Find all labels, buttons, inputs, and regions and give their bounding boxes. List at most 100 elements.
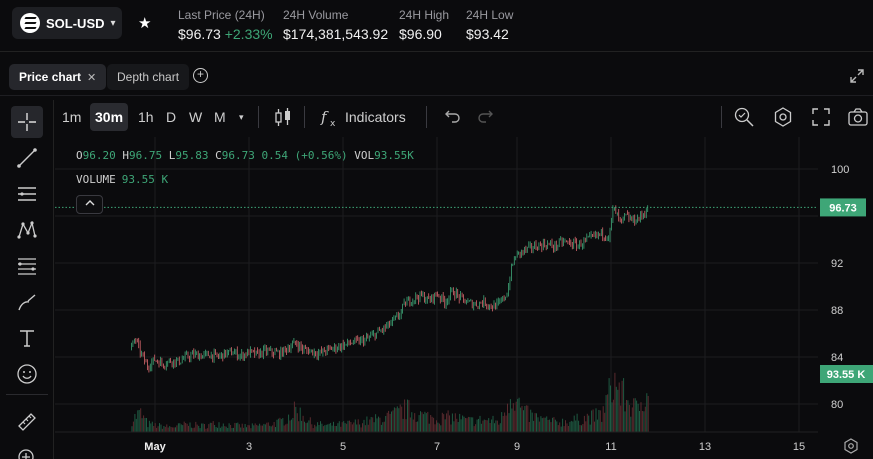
text-tool-icon[interactable] [11, 322, 43, 354]
volume-bar [544, 417, 546, 432]
volume-bar [328, 423, 330, 432]
volume-bar [146, 418, 147, 432]
volume-bar [462, 415, 464, 432]
volume-bar [189, 422, 191, 432]
volume-bar [170, 427, 172, 432]
volume-bar [241, 423, 243, 432]
pattern-tool-icon[interactable] [11, 214, 43, 246]
volume-bar [186, 423, 188, 432]
interval-1m[interactable]: 1m [62, 109, 82, 125]
volume-bar [488, 418, 490, 432]
volume-bar [583, 415, 585, 432]
low-label: L [168, 149, 176, 162]
volume-bar [465, 418, 466, 432]
add-tab-icon[interactable]: + [193, 68, 208, 83]
collapse-legend-button[interactable] [76, 195, 103, 214]
tab-price-chart[interactable]: Price chart ✕ [9, 64, 107, 90]
redo-icon[interactable] [476, 106, 498, 128]
camera-icon[interactable] [847, 106, 869, 128]
volume-bar [293, 401, 295, 432]
stat-label: 24H Low [466, 8, 514, 22]
toolbar-divider [258, 106, 259, 128]
volume-legend: VOLUME 93.55 K [76, 173, 168, 186]
volume-bar [598, 410, 600, 432]
time-tick-label: 5 [340, 441, 346, 453]
volume-bar [433, 417, 435, 432]
trendline-tool-icon[interactable] [11, 142, 43, 174]
volume-bar [188, 425, 189, 432]
volume-bar [205, 428, 207, 432]
price-tick-label: 88 [831, 305, 843, 317]
last-price-stat: Last Price (24H) $96.73 +2.33% [178, 8, 273, 42]
pair-selector[interactable]: SOL-USD ▾ [12, 7, 122, 39]
volume-bar [491, 419, 493, 432]
fullscreen-icon[interactable] [810, 106, 832, 128]
interval-dropdown-icon[interactable]: ▾ [239, 111, 244, 122]
volume-bar [257, 425, 259, 432]
search-quick-icon[interactable] [733, 106, 755, 128]
emoji-tool-icon[interactable] [11, 358, 43, 390]
volume-bar [504, 412, 506, 432]
volume-bar [317, 422, 319, 432]
drawing-toolbar [0, 100, 54, 459]
volume-bar [525, 405, 527, 432]
volume-bar [131, 426, 133, 432]
volume-bar [579, 425, 581, 432]
volume-bar [202, 423, 204, 432]
fib-tool-icon[interactable] [11, 250, 43, 282]
price-tick-label: 84 [831, 352, 843, 364]
volume-bar [337, 423, 339, 432]
volume-bar [631, 407, 633, 432]
volume-bar [153, 426, 155, 432]
volume-bar [589, 424, 591, 432]
volume-bar [286, 423, 288, 432]
ohlc-legend: O96.20 H96.75 L95.83 C96.73 0.54 (+0.56%… [76, 149, 414, 162]
volume-bar [523, 410, 524, 432]
ruler-tool-icon[interactable] [11, 406, 43, 438]
volume-bar [489, 423, 491, 432]
volume-bar [562, 418, 564, 432]
volume-bar [438, 423, 440, 432]
volume-bar [540, 416, 542, 432]
chevron-up-icon [85, 200, 94, 206]
volume-bar [404, 399, 406, 432]
volume-bar [376, 418, 378, 432]
interval-w[interactable]: W [189, 109, 203, 125]
interval-1h[interactable]: 1h [138, 109, 154, 125]
horizontal-lines-tool-icon[interactable] [11, 178, 43, 210]
volume-bar [179, 423, 181, 432]
settings-icon[interactable] [772, 106, 794, 128]
volume-bar [450, 424, 452, 432]
crosshair-tool-icon[interactable] [11, 106, 43, 138]
expand-icon[interactable] [849, 68, 865, 87]
volume-bar [370, 417, 372, 432]
volume-bar [353, 422, 355, 432]
volume-bar [304, 421, 305, 432]
undo-icon[interactable] [440, 106, 462, 128]
volume-bar [224, 426, 226, 432]
stat-label: 24H High [399, 8, 450, 22]
tab-depth-chart[interactable]: Depth chart [107, 64, 190, 90]
favorite-star-icon[interactable]: ★ [138, 15, 152, 32]
brush-tool-icon[interactable] [11, 286, 43, 318]
interval-30m[interactable]: 30m [90, 103, 129, 131]
indicators-button[interactable]: Indicators [345, 109, 406, 125]
volume-bar [615, 386, 617, 432]
volume-bar [221, 426, 223, 432]
volume-bar [605, 395, 607, 432]
volume-bar [292, 418, 294, 432]
volume-bar [437, 422, 439, 432]
volume-bar [193, 427, 195, 432]
candle-type-icon[interactable] [272, 106, 294, 128]
interval-m[interactable]: M [214, 109, 226, 125]
interval-d[interactable]: D [166, 109, 177, 125]
volume-bar [557, 425, 559, 432]
volume-bar [389, 413, 391, 432]
volume-bar [601, 421, 603, 432]
low-value: 95.83 [175, 149, 209, 162]
zoom-in-tool-icon[interactable] [11, 442, 43, 459]
volume-bar [449, 415, 450, 432]
close-icon[interactable]: ✕ [87, 71, 97, 84]
volume-bar [604, 412, 606, 432]
